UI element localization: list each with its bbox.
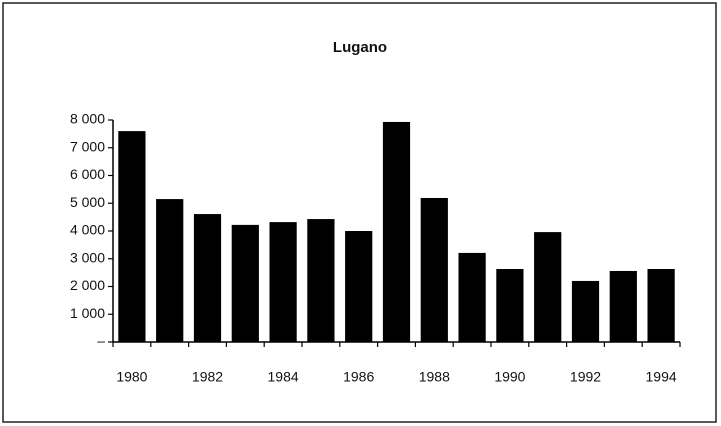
- bar: [345, 231, 373, 342]
- bar: [609, 270, 637, 342]
- x-tick-label: 1980: [116, 369, 147, 385]
- bar: [420, 197, 448, 342]
- x-tick-label: 1986: [343, 369, 374, 385]
- bar: [118, 131, 146, 342]
- bar: [382, 121, 411, 342]
- x-tick-label: 1984: [268, 369, 299, 385]
- chart-title: Lugano: [333, 39, 387, 56]
- y-tick-label: 8 000: [70, 111, 105, 127]
- bar: [647, 269, 675, 342]
- y-tick-label: 7 000: [70, 138, 105, 154]
- y-tick-label: 5 000: [70, 194, 105, 210]
- y-tick-label: 1 000: [70, 305, 105, 321]
- bar: [496, 269, 524, 342]
- x-tick-label: 1982: [192, 369, 223, 385]
- bar: [307, 219, 335, 342]
- x-tick-label: 1994: [646, 369, 677, 385]
- y-tick-label: 4 000: [70, 222, 105, 238]
- x-tick-label: 1988: [419, 369, 450, 385]
- bar: [571, 280, 600, 342]
- y-tick-label: 3 000: [70, 249, 105, 265]
- bar: [156, 199, 184, 342]
- y-tick-label: 2 000: [70, 277, 105, 293]
- bar: [458, 252, 486, 342]
- y-tick-label: 6 000: [70, 166, 105, 182]
- bar: [193, 214, 222, 342]
- x-tick-label: 1990: [494, 369, 525, 385]
- bar: [231, 224, 259, 342]
- bar: [269, 222, 297, 342]
- x-tick-label: 1992: [570, 369, 601, 385]
- y-tick-label: –: [97, 333, 105, 349]
- bar: [534, 232, 562, 342]
